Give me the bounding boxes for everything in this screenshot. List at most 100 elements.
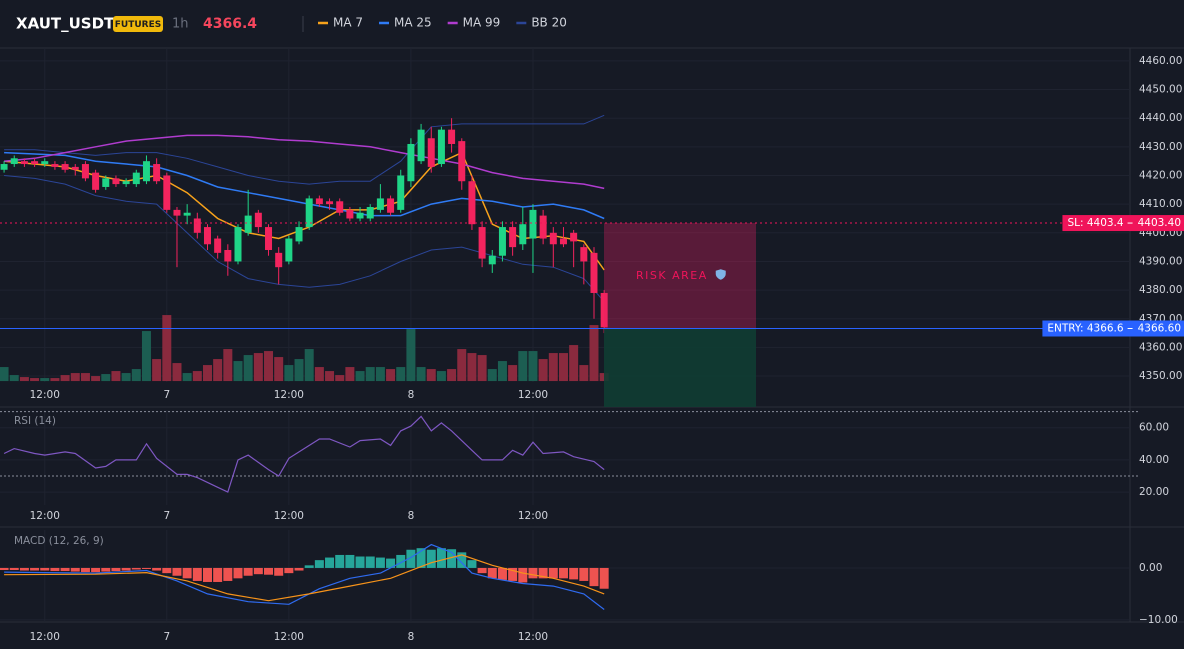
- histogram-bar: [182, 567, 192, 579]
- candle-body: [580, 247, 588, 262]
- volume-bar: [253, 353, 263, 382]
- candle-body: [305, 198, 313, 228]
- x-tick-label: 8: [408, 510, 415, 522]
- histogram-bar: [497, 567, 507, 580]
- histogram-bar: [508, 567, 518, 581]
- volume-bar: [213, 359, 223, 382]
- histogram-bar: [264, 567, 274, 575]
- histogram-bar: [447, 549, 457, 568]
- candle-body: [0, 164, 8, 170]
- volume-bar: [528, 351, 538, 382]
- last-price: 4366.4: [203, 16, 257, 32]
- candle-body: [193, 218, 201, 233]
- histogram-bar: [274, 567, 284, 576]
- indicator-line: [4, 554, 605, 602]
- y-tick-label: 4360.00: [1139, 341, 1182, 353]
- candle-body: [488, 255, 496, 265]
- histogram-bar: [284, 567, 294, 574]
- candle-body: [346, 209, 354, 219]
- candle-body: [102, 178, 110, 187]
- candle-body: [356, 212, 364, 219]
- histogram-bar: [213, 567, 223, 582]
- volume-bar: [518, 351, 528, 382]
- histogram-bar: [416, 548, 426, 568]
- volume-bar: [243, 355, 253, 382]
- volume-bar: [121, 373, 131, 382]
- histogram-bar: [80, 567, 90, 573]
- histogram-bar: [538, 567, 548, 579]
- legend-label: MA 7: [333, 16, 363, 30]
- candle-body: [315, 198, 323, 205]
- y-tick-label: 4430.00: [1139, 141, 1182, 153]
- candle-body: [570, 232, 578, 242]
- volume-bar: [182, 373, 192, 382]
- level-label: SL: 4403.4: [1067, 217, 1123, 229]
- candle-body: [214, 238, 222, 253]
- bollinger-upper: [4, 114, 605, 185]
- x-tick-label: 8: [408, 631, 415, 643]
- candle-body: [448, 129, 456, 144]
- x-tick-label: 7: [163, 631, 170, 643]
- candle-body: [600, 292, 608, 328]
- volume-bar: [589, 325, 599, 382]
- x-tick-label: 8: [408, 389, 415, 401]
- reward-area: [604, 328, 756, 407]
- volume-bar: [294, 359, 304, 382]
- histogram-bar: [365, 556, 375, 568]
- histogram-bar: [192, 567, 202, 581]
- volume-bar: [355, 371, 365, 382]
- x-tick-label: 7: [163, 510, 170, 522]
- volume-bar: [477, 355, 487, 382]
- y-tick-label: 40.00: [1139, 454, 1169, 466]
- candle-body: [163, 175, 171, 210]
- candle-body: [51, 164, 59, 167]
- histogram-bar: [396, 554, 406, 568]
- candle-body: [285, 238, 293, 262]
- volume-bar: [274, 357, 284, 382]
- candle-body: [203, 227, 211, 245]
- candle-body: [529, 209, 537, 239]
- histogram-bar: [548, 567, 558, 579]
- candle-body: [519, 224, 527, 245]
- x-tick-label: 12:00: [30, 389, 60, 401]
- legend-label: BB 20: [531, 16, 567, 30]
- volume-bar: [0, 367, 9, 382]
- histogram-bar: [579, 567, 589, 581]
- level-value: 4366.60: [1138, 322, 1181, 334]
- histogram-bar: [101, 567, 111, 572]
- volume-bar: [569, 345, 579, 382]
- pane-title: RSI (14): [14, 415, 56, 427]
- volume-bar: [304, 349, 314, 382]
- histogram-bar: [202, 567, 212, 582]
- histogram-bar: [294, 567, 304, 571]
- candle-body: [397, 175, 405, 210]
- volume-bar: [111, 371, 121, 382]
- volume-bar: [9, 375, 19, 382]
- volume-bar: [386, 369, 396, 382]
- indicator-line: [4, 543, 605, 610]
- y-tick-label: 20.00: [1139, 486, 1169, 498]
- volume-bar: [538, 359, 548, 382]
- volume-bar: [579, 365, 589, 382]
- histogram-bar: [528, 567, 538, 579]
- candle-body: [112, 178, 120, 185]
- level-badge: [1042, 320, 1184, 337]
- histogram-bar: [141, 567, 151, 569]
- candle-body: [41, 161, 49, 165]
- volume-bar: [80, 373, 90, 382]
- x-tick-label: 7: [163, 389, 170, 401]
- volume-bar: [284, 365, 294, 382]
- histogram-bar: [152, 567, 162, 571]
- risk-area-label: RISK AREA: [636, 269, 708, 282]
- volume-bar: [508, 365, 518, 382]
- histogram-bar: [243, 567, 253, 576]
- candle-body: [407, 143, 415, 182]
- y-tick-label: 4420.00: [1139, 169, 1182, 181]
- candle-body: [31, 161, 39, 165]
- volume-bar: [447, 369, 457, 382]
- pane-title: MACD (12, 26, 9): [14, 535, 104, 547]
- candle-body: [539, 215, 547, 239]
- histogram-bar: [569, 567, 579, 580]
